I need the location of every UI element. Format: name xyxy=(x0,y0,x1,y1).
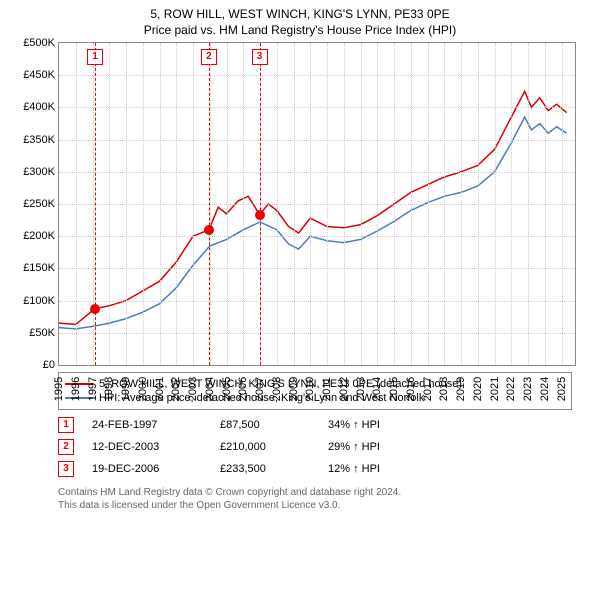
x-axis-label: 2013 xyxy=(355,377,367,401)
x-axis-label: 2019 xyxy=(455,377,467,401)
sale-price: £233,500 xyxy=(220,463,310,475)
x-axis-label: 1997 xyxy=(87,377,99,401)
sales-row: 1 24-FEB-1997 £87,500 34% ↑ HPI xyxy=(58,414,572,436)
title-line-2: Price paid vs. HM Land Registry's House … xyxy=(0,22,600,38)
x-axis-label: 2009 xyxy=(288,377,300,401)
sale-marker-icon: 1 xyxy=(58,417,74,433)
sales-row: 3 19-DEC-2006 £233,500 12% ↑ HPI xyxy=(58,458,572,480)
x-axis-label: 2024 xyxy=(539,377,551,401)
x-axis-label: 2014 xyxy=(371,377,383,401)
x-axis-label: 2001 xyxy=(154,377,166,401)
chart-marker-dot xyxy=(90,304,100,314)
x-axis-label: 2005 xyxy=(221,377,233,401)
sale-price: £210,000 xyxy=(220,441,310,453)
sale-date: 19-DEC-2006 xyxy=(92,463,202,475)
x-axis-label: 2015 xyxy=(388,377,400,401)
x-axis-label: 2003 xyxy=(187,377,199,401)
x-axis-label: 2000 xyxy=(137,377,149,401)
x-axis-label: 2012 xyxy=(338,377,350,401)
x-axis-label: 2011 xyxy=(321,377,333,401)
x-axis-label: 2020 xyxy=(472,377,484,401)
sales-row: 2 12-DEC-2003 £210,000 29% ↑ HPI xyxy=(58,436,572,458)
chart-titles: 5, ROW HILL, WEST WINCH, KING'S LYNN, PE… xyxy=(0,0,600,38)
x-axis-label: 2008 xyxy=(271,377,283,401)
y-axis-label: £350K xyxy=(23,134,59,146)
y-axis-label: £250K xyxy=(23,198,59,210)
x-axis-label: 1999 xyxy=(120,377,132,401)
x-axis-label: 2021 xyxy=(489,377,501,401)
y-axis-label: £100K xyxy=(23,295,59,307)
sale-pct: 29% ↑ HPI xyxy=(328,441,438,453)
x-axis-label: 2025 xyxy=(556,377,568,401)
x-axis-label: 2006 xyxy=(237,377,249,401)
footer-line-1: Contains HM Land Registry data © Crown c… xyxy=(58,486,572,499)
sale-price: £87,500 xyxy=(220,419,310,431)
x-axis-label: 2022 xyxy=(505,377,517,401)
x-axis-label: 2002 xyxy=(170,377,182,401)
y-axis-label: £400K xyxy=(23,101,59,113)
line-chart: £0£50K£100K£150K£200K£250K£300K£350K£400… xyxy=(58,42,576,366)
sale-date: 24-FEB-1997 xyxy=(92,419,202,431)
title-line-1: 5, ROW HILL, WEST WINCH, KING'S LYNN, PE… xyxy=(0,6,600,22)
footer: Contains HM Land Registry data © Crown c… xyxy=(58,486,572,512)
x-axis-label: 2018 xyxy=(438,377,450,401)
sale-marker-icon: 2 xyxy=(58,439,74,455)
sale-pct: 34% ↑ HPI xyxy=(328,419,438,431)
chart-marker-box: 3 xyxy=(252,49,268,65)
x-axis-label: 2010 xyxy=(304,377,316,401)
chart-marker-box: 2 xyxy=(201,49,217,65)
x-axis-label: 1996 xyxy=(70,377,82,401)
x-axis-label: 2004 xyxy=(204,377,216,401)
container: 5, ROW HILL, WEST WINCH, KING'S LYNN, PE… xyxy=(0,0,600,590)
y-axis-label: £150K xyxy=(23,262,59,274)
chart-outer: £0£50K£100K£150K£200K£250K£300K£350K£400… xyxy=(8,42,592,366)
x-axis-label: 2007 xyxy=(254,377,266,401)
chart-marker-dot xyxy=(255,210,265,220)
sale-date: 12-DEC-2003 xyxy=(92,441,202,453)
y-axis-label: £0 xyxy=(43,359,59,371)
x-axis-label: 2016 xyxy=(405,377,417,401)
y-axis-label: £450K xyxy=(23,69,59,81)
chart-marker-box: 1 xyxy=(87,49,103,65)
x-axis-label: 2023 xyxy=(522,377,534,401)
sales-table: 1 24-FEB-1997 £87,500 34% ↑ HPI 2 12-DEC… xyxy=(58,414,572,480)
y-axis-label: £200K xyxy=(23,230,59,242)
sale-pct: 12% ↑ HPI xyxy=(328,463,438,475)
chart-marker-dot xyxy=(204,225,214,235)
y-axis-label: £500K xyxy=(23,37,59,49)
y-axis-label: £50K xyxy=(29,327,59,339)
y-axis-label: £300K xyxy=(23,166,59,178)
sale-marker-icon: 3 xyxy=(58,461,74,477)
x-axis-label: 2017 xyxy=(422,377,434,401)
footer-line-2: This data is licensed under the Open Gov… xyxy=(58,499,572,512)
x-axis-label: 1995 xyxy=(53,377,65,401)
x-axis-label: 1998 xyxy=(103,377,115,401)
